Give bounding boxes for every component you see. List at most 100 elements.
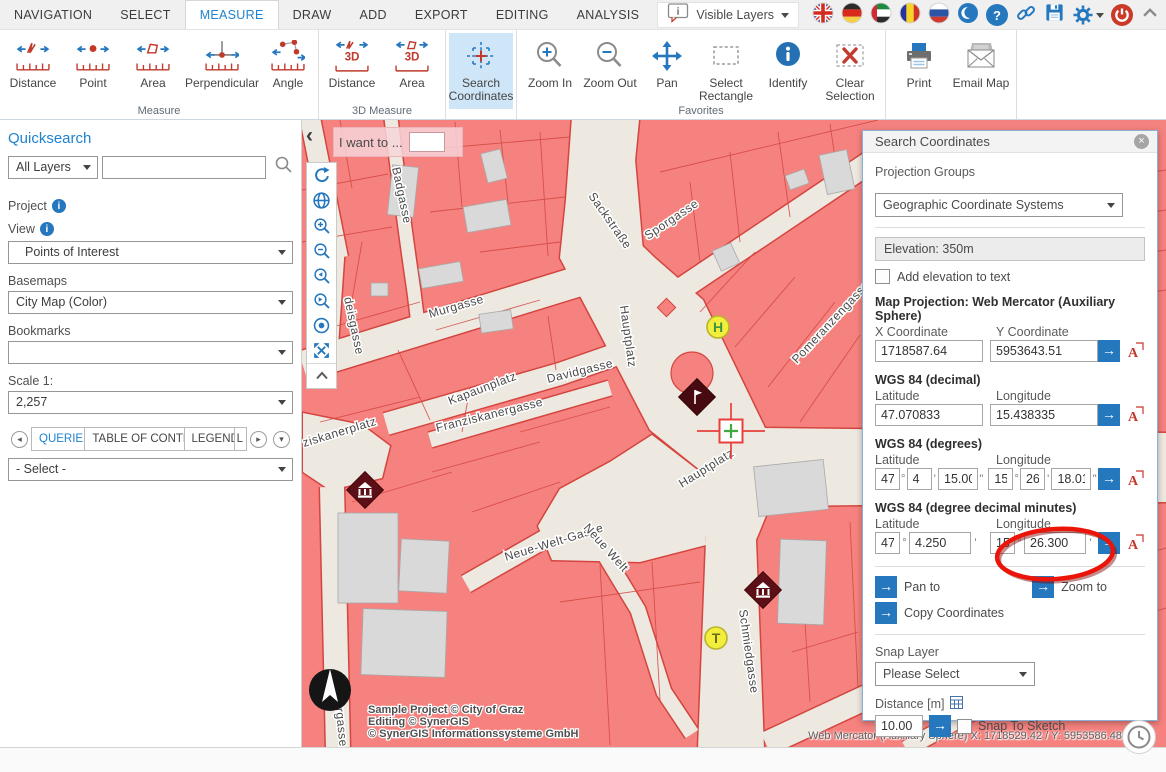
lon-sec-input[interactable]	[1051, 468, 1092, 490]
flag-uae-icon[interactable]	[870, 2, 892, 29]
label-on-map-icon[interactable]: A	[1125, 533, 1145, 553]
x-coordinate-input[interactable]	[875, 340, 983, 362]
menu-editing[interactable]: EDITING	[495, 7, 549, 22]
flag-romania-icon[interactable]	[899, 2, 921, 29]
apply-xy-button[interactable]: →	[1098, 340, 1120, 362]
print-button[interactable]: Print	[889, 33, 949, 90]
select-rectangle-button[interactable]: Select Rectangle	[694, 33, 758, 103]
fullscreen-icon[interactable]	[307, 338, 336, 363]
save-icon[interactable]	[1044, 2, 1065, 28]
measure-angle-button[interactable]: Angle	[261, 33, 315, 90]
search-icon[interactable]	[274, 155, 293, 179]
i-want-to-widget[interactable]: I want to ...	[333, 127, 463, 157]
grid-icon[interactable]	[950, 696, 964, 712]
apply-degrees-button[interactable]: →	[1097, 468, 1120, 490]
label-on-map-icon[interactable]: A	[1125, 341, 1145, 361]
tab-truncated[interactable]: L	[234, 427, 247, 451]
add-elevation-checkbox[interactable]	[875, 269, 890, 284]
query-select[interactable]: - Select -	[8, 458, 293, 481]
menu-measure[interactable]: MEASURE	[184, 0, 279, 29]
snap-to-sketch-checkbox[interactable]	[957, 718, 972, 734]
measure-area-button[interactable]: Area	[123, 33, 183, 90]
menu-navigation[interactable]: NAVIGATION	[14, 7, 93, 22]
snap-distance-input[interactable]	[875, 715, 923, 737]
flag-marker[interactable]	[677, 377, 717, 417]
default-tool-icon[interactable]	[307, 313, 336, 338]
tab-scroll-left-icon[interactable]: ◂	[11, 430, 28, 448]
pan-to-button[interactable]: →	[875, 576, 897, 598]
visible-layers-dropdown[interactable]: i Visible Layers	[657, 2, 799, 28]
museum-marker[interactable]	[345, 470, 385, 510]
north-arrow-icon[interactable]	[309, 669, 351, 711]
full-extent-globe-icon[interactable]	[307, 188, 336, 213]
zoom-out-button[interactable]: Zoom Out	[580, 33, 640, 90]
flag-germany-icon[interactable]	[841, 2, 863, 29]
scale-select[interactable]: 2,257	[8, 391, 293, 414]
stop-marker-t[interactable]: T	[704, 626, 728, 650]
settings-dropdown[interactable]	[1072, 4, 1104, 26]
label-on-map-icon[interactable]: A	[1125, 469, 1145, 489]
previous-extent-icon[interactable]	[307, 263, 336, 288]
power-icon[interactable]	[1111, 4, 1133, 26]
longitude-decimal-input[interactable]	[990, 404, 1098, 426]
view-select[interactable]: Points of Interest	[8, 241, 293, 264]
tab-more-icon[interactable]: ▾	[273, 430, 290, 448]
lon-min-input[interactable]	[1019, 468, 1045, 490]
email-map-button[interactable]: Email Map	[949, 33, 1013, 90]
ddm-lat-deg-input[interactable]	[875, 532, 900, 554]
label-on-map-icon[interactable]: A	[1125, 405, 1145, 425]
quicksearch-layer-select[interactable]: All Layers	[8, 155, 98, 179]
flag-uk-icon[interactable]	[812, 2, 834, 29]
copy-coordinates-button[interactable]: →	[875, 602, 897, 624]
refresh-map-icon[interactable]	[307, 163, 336, 188]
help-icon[interactable]: ?	[986, 4, 1008, 26]
next-extent-icon[interactable]	[307, 288, 336, 313]
menu-export[interactable]: EXPORT	[414, 7, 468, 22]
tab-table-of-content[interactable]: TABLE OF CONTENT	[85, 427, 185, 451]
measure-3d-area-button[interactable]: 3D Area	[382, 33, 442, 90]
crescent-language-icon[interactable]	[957, 2, 979, 29]
ddm-lon-min-input[interactable]	[1024, 532, 1086, 554]
measure-perpendicular-button[interactable]: Perpendicular	[183, 33, 261, 90]
clock-history-button[interactable]	[1122, 720, 1156, 754]
close-icon[interactable]: ×	[1134, 134, 1149, 149]
bookmarks-select[interactable]	[8, 341, 293, 364]
menu-select[interactable]: SELECT	[120, 7, 171, 22]
lon-deg-input[interactable]	[988, 468, 1014, 490]
lat-sec-input[interactable]	[938, 468, 979, 490]
identify-button[interactable]: Identify	[758, 33, 818, 90]
projection-group-select[interactable]: Geographic Coordinate Systems	[875, 193, 1123, 217]
flag-russia-icon[interactable]	[928, 2, 950, 29]
tab-legend[interactable]: LEGEND	[184, 427, 235, 451]
ddm-lat-min-input[interactable]	[909, 532, 971, 554]
map-zoom-in-icon[interactable]	[307, 213, 336, 238]
i-want-to-input[interactable]	[408, 132, 445, 152]
info-icon[interactable]: i	[39, 222, 54, 236]
quicksearch-input[interactable]	[102, 155, 266, 179]
collapse-map-toolbar-icon[interactable]	[307, 363, 336, 388]
measure-3d-distance-button[interactable]: 3D Distance	[322, 33, 382, 90]
apply-distance-button[interactable]: →	[929, 715, 951, 737]
y-coordinate-input[interactable]	[990, 340, 1098, 362]
clear-selection-button[interactable]: Clear Selection	[818, 33, 882, 103]
zoom-in-button[interactable]: Zoom In	[520, 33, 580, 90]
apply-decimal-button[interactable]: →	[1098, 404, 1120, 426]
link-icon[interactable]	[1015, 2, 1037, 29]
sidebar-collapse-icon[interactable]: ‹	[306, 124, 313, 147]
latitude-decimal-input[interactable]	[875, 404, 983, 426]
collapse-toolbar-icon[interactable]	[1140, 3, 1160, 28]
menu-analysis[interactable]: ANALYSIS	[576, 7, 640, 22]
stop-marker-h[interactable]: H	[706, 315, 730, 339]
menu-draw[interactable]: DRAW	[292, 7, 332, 22]
menu-add[interactable]: ADD	[359, 7, 387, 22]
info-icon[interactable]: i	[51, 199, 66, 213]
ddm-lon-deg-input[interactable]	[990, 532, 1015, 554]
tab-queries[interactable]: QUERIES	[31, 427, 86, 451]
measure-distance-button[interactable]: Distance	[3, 33, 63, 90]
lat-min-input[interactable]	[906, 468, 932, 490]
pan-button[interactable]: Pan	[640, 33, 694, 90]
basemap-select[interactable]: City Map (Color)	[8, 291, 293, 314]
snap-layer-select[interactable]: Please Select	[875, 662, 1035, 686]
museum-marker[interactable]	[743, 570, 783, 610]
tab-scroll-right-icon[interactable]: ▸	[250, 430, 267, 448]
